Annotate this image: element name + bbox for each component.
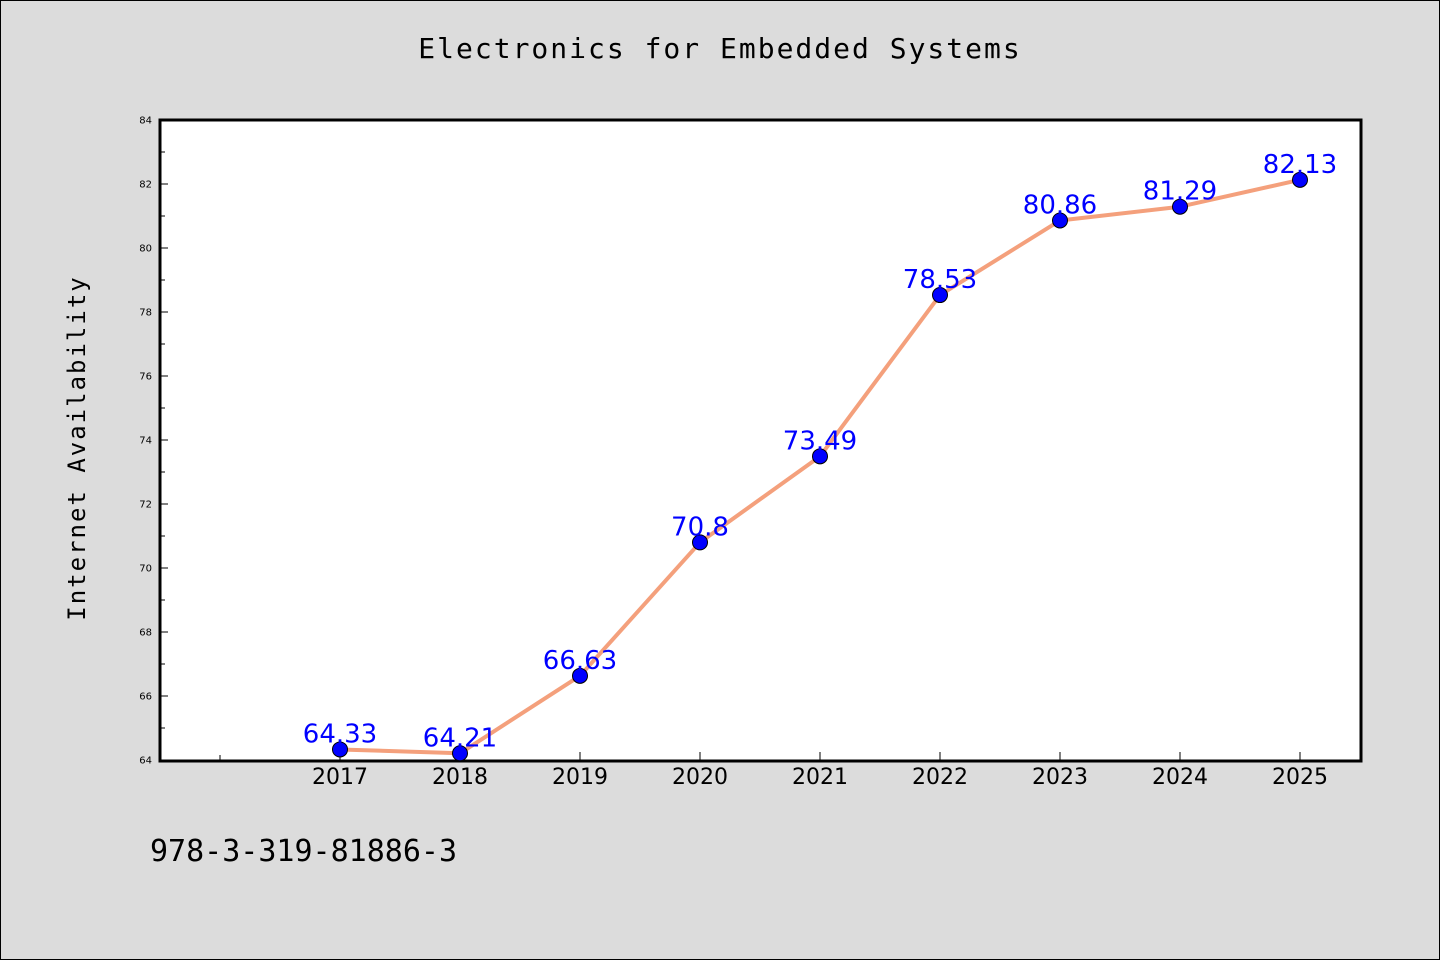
series-group: 64.33 64.21 66.63 70.8 73.49 78.53 80.86 81.29 8… (303, 150, 1337, 762)
x-tick-label: 2020 (672, 765, 728, 790)
x-tick-label: 2023 (1032, 765, 1088, 790)
y-tick-label: 68 (139, 628, 152, 639)
data-point (572, 667, 588, 684)
data-point (812, 448, 828, 465)
x-tick-label: 2018 (432, 765, 488, 790)
x-tick-label: 2021 (792, 765, 848, 790)
data-point (932, 287, 948, 304)
chart-title: Electronics for Embedded Systems (418, 32, 1022, 65)
plot-area (158, 118, 1363, 763)
isbn-text: 978-3-319-81886-3 (150, 834, 458, 869)
y-tick-label: 66 (139, 692, 152, 703)
data-label: 80.86 (1023, 190, 1097, 220)
data-point (332, 741, 348, 758)
y-tick-label: 72 (139, 500, 152, 511)
data-label: 81.29 (1143, 177, 1217, 207)
x-axis: 2017 2018 2019 2020 2021 2022 2023 2024 2025 (219, 752, 1328, 790)
y-tick-label: 82 (139, 180, 152, 191)
x-tick-label: 2017 (312, 765, 368, 790)
y-tick-label: 78 (139, 308, 152, 319)
y-tick-label: 64 (139, 756, 152, 767)
x-tick-label: 2025 (1272, 765, 1328, 790)
data-label: 82.13 (1263, 150, 1337, 180)
data-label: 64.21 (423, 723, 497, 753)
y-tick-label: 84 (139, 116, 152, 127)
y-tick-label: 76 (139, 372, 152, 383)
data-label: 64.33 (303, 719, 377, 749)
y-axis: 64 66 68 70 72 74 76 78 80 82 84 (139, 116, 168, 767)
x-tick-label: 2024 (1152, 765, 1208, 790)
data-label: 78.53 (903, 265, 977, 295)
data-label: 73.49 (783, 426, 857, 456)
data-point (1052, 212, 1068, 229)
data-label: 70.8 (671, 512, 729, 542)
x-tick-label: 2019 (552, 765, 608, 790)
data-point (1172, 198, 1188, 215)
data-point (452, 745, 468, 762)
y-tick-label: 74 (139, 436, 152, 447)
data-label: 66.63 (543, 646, 617, 676)
x-tick-label: 2022 (912, 765, 968, 790)
y-tick-label: 70 (139, 564, 152, 575)
data-point (1292, 171, 1308, 188)
data-point (692, 534, 708, 551)
y-tick-label: 80 (139, 244, 152, 255)
